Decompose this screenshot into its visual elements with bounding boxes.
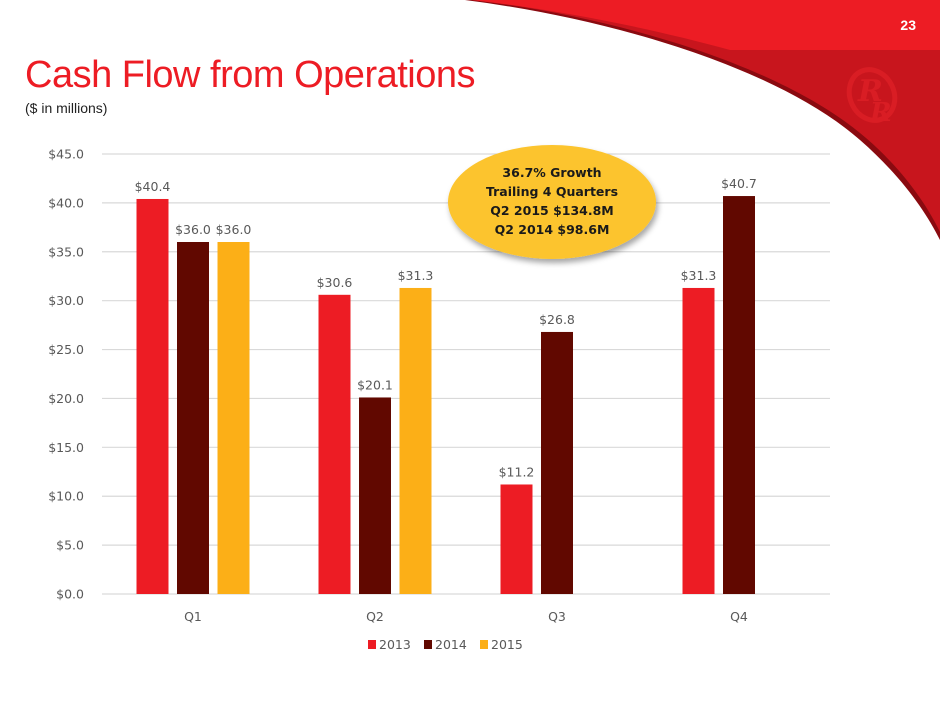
x-tick-label: Q3	[548, 609, 566, 624]
data-label: $36.0	[216, 222, 252, 237]
bar-2014-q3	[541, 331, 573, 594]
legend-label: 2015	[491, 637, 523, 652]
legend-swatch-2014	[424, 640, 432, 649]
data-label: $11.2	[499, 464, 535, 479]
y-tick-label: $40.0	[48, 195, 84, 210]
svg-text:R: R	[869, 98, 892, 128]
x-tick-label: Q4	[730, 609, 748, 624]
bar-2015-q1	[217, 242, 250, 594]
swoosh-body-light	[472, 0, 940, 50]
y-tick-label: $45.0	[48, 147, 84, 162]
data-label: $30.6	[317, 275, 353, 290]
data-labels: $40.4 $36.0 $36.0 $30.6 $20.1 $31.3 $11.2 $26.8…	[135, 176, 757, 479]
page-number: 23	[900, 17, 916, 33]
data-label: $36.0	[175, 222, 211, 237]
growth-callout: 36.7% Growth Trailing 4 Quarters Q2 2015…	[448, 145, 656, 259]
bars	[136, 196, 755, 595]
x-tick-label: Q1	[184, 609, 202, 624]
y-tick-label: $5.0	[56, 538, 84, 553]
swoosh-body-dark	[472, 0, 940, 232]
data-label: $31.3	[398, 268, 434, 283]
y-tick-label: $15.0	[48, 440, 84, 455]
y-tick-label: $20.0	[48, 391, 84, 406]
bar-2013-q4	[682, 287, 715, 594]
callout-bubble	[448, 145, 656, 259]
data-label: $40.7	[721, 176, 757, 191]
y-tick-label: $30.0	[48, 293, 84, 308]
x-axis-ticks: Q1 Q2 Q3 Q4	[184, 609, 748, 624]
bar-2013-q3	[500, 484, 533, 594]
slide-subtitle: ($ in millions)	[25, 100, 108, 116]
y-tick-label: $35.0	[48, 244, 84, 259]
callout-line-4: Q2 2014 $98.6M	[495, 222, 610, 237]
legend-swatch-2015	[480, 640, 488, 649]
legend-label: 2014	[435, 637, 467, 652]
data-label: $26.8	[539, 312, 575, 327]
bar-2014-q4	[723, 196, 755, 595]
y-tick-label: $10.0	[48, 489, 84, 504]
x-tick-label: Q2	[366, 609, 384, 624]
y-tick-label: $0.0	[56, 587, 84, 602]
bar-2013-q1	[136, 198, 169, 594]
data-label: $31.3	[681, 268, 717, 283]
bar-2013-q2	[318, 294, 351, 594]
callout-line-3: Q2 2015 $134.8M	[490, 203, 614, 218]
y-tick-label: $25.0	[48, 342, 84, 357]
y-axis-ticks: $0.0 $5.0 $10.0 $15.0 $20.0 $25.0 $30.0 $35.0 $4…	[48, 147, 84, 602]
callout-line-2: Trailing 4 Quarters	[486, 184, 618, 199]
legend-label: 2013	[379, 637, 411, 652]
data-label: $20.1	[357, 377, 393, 392]
rr-logo-icon: R R	[846, 67, 898, 128]
bar-2015-q2	[399, 287, 432, 594]
legend: 2013 2014 2015	[368, 637, 523, 652]
data-label: $40.4	[135, 179, 171, 194]
callout-line-1: 36.7% Growth	[502, 165, 601, 180]
slide-title: Cash Flow from Operations	[25, 54, 476, 96]
svg-text:R: R	[857, 74, 883, 109]
bar-2014-q2	[359, 397, 391, 594]
legend-swatch-2013	[368, 640, 376, 649]
bar-2014-q1	[177, 242, 209, 594]
